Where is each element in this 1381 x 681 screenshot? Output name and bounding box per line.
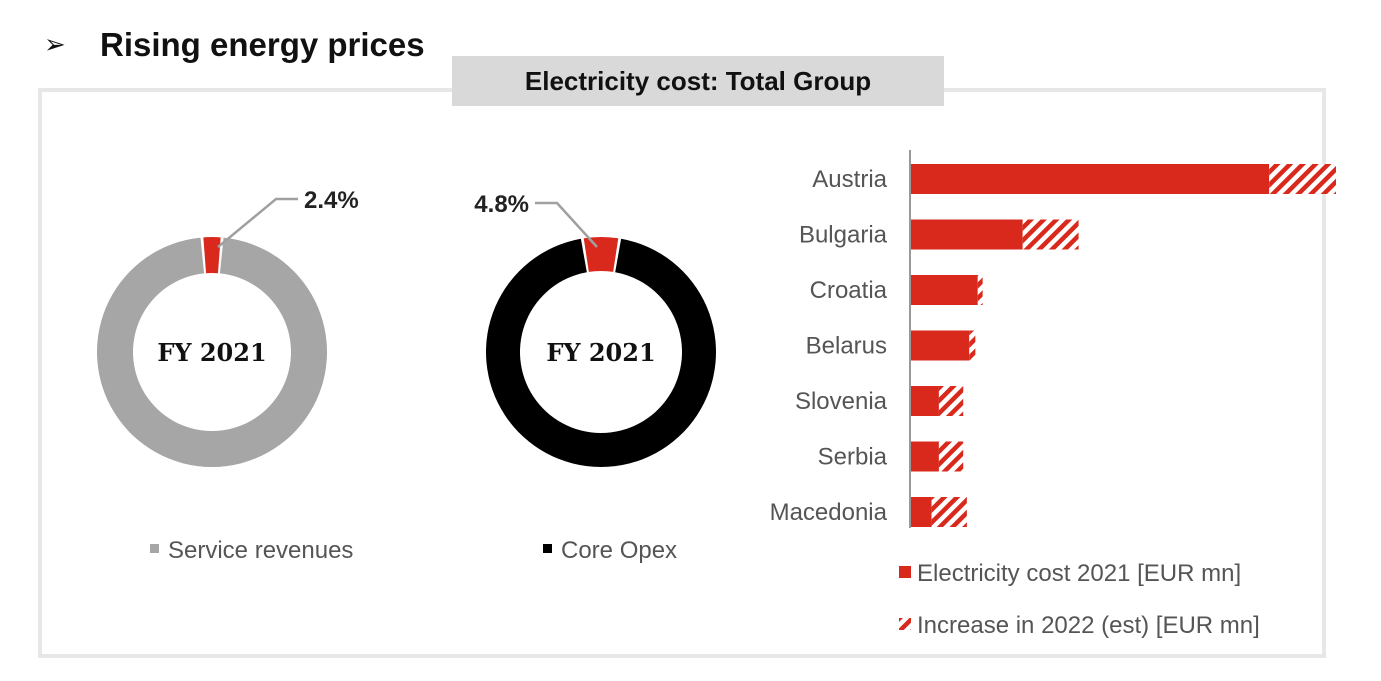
donut-1-highlight-slice <box>203 237 221 274</box>
bar-serbia-increase <box>938 441 964 472</box>
slide-title: Rising energy prices <box>100 26 425 63</box>
category-label-serbia: Serbia <box>818 444 888 471</box>
bullet-arrow-icon: ➢ <box>44 30 66 60</box>
bar-bulgaria-increase <box>1022 219 1079 250</box>
bar-slovenia-2021 <box>911 386 939 416</box>
bar-croatia-increase <box>977 275 983 305</box>
donut-2-legend-swatch <box>543 544 552 553</box>
slide-heading: ➢ Rising energy prices <box>44 22 425 68</box>
donut-2-percent-label: 4.8% <box>474 191 529 218</box>
bar-macedonia-increase <box>931 497 967 527</box>
donut-1-main-slice <box>97 237 327 467</box>
bar-bulgaria-2021 <box>911 219 1023 250</box>
category-label-macedonia: Macedonia <box>770 499 888 526</box>
donut-2-center-label: FY 2021 <box>546 338 655 367</box>
bar-serbia-2021 <box>911 441 939 472</box>
category-label-bulgaria: Bulgaria <box>799 222 888 249</box>
bar-legend-swatch-1 <box>899 566 911 578</box>
bar-belarus-increase <box>969 330 976 361</box>
panel-banner: Electricity cost: Total Group <box>452 56 944 106</box>
donut-1-center-label: FY 2021 <box>157 338 266 367</box>
bar-austria-2021 <box>911 164 1270 194</box>
donut-2-main-slice <box>485 238 716 467</box>
category-label-austria: Austria <box>812 166 887 193</box>
bar-legend-label-1: Electricity cost 2021 [EUR mn] <box>917 560 1241 587</box>
bar-belarus-2021 <box>911 330 970 361</box>
donut-2-leader-line <box>535 201 598 248</box>
donut-2-legend-label: Core Opex <box>561 537 677 564</box>
donut-1-percent-label: 2.4% <box>304 187 359 214</box>
bar-croatia-2021 <box>911 275 978 305</box>
bar-legend-swatch-2 <box>899 618 911 630</box>
bar-legend-label-2: Increase in 2022 (est) [EUR mn] <box>917 612 1260 639</box>
category-label-slovenia: Slovenia <box>795 388 888 415</box>
bar-austria-increase <box>1269 164 1336 194</box>
bar-slovenia-increase <box>938 386 964 416</box>
category-label-belarus: Belarus <box>806 333 887 360</box>
bar-macedonia-2021 <box>911 497 932 527</box>
donut-2-highlight-slice <box>583 237 619 272</box>
donut-1-legend-label: Service revenues <box>168 537 353 564</box>
donut-1-leader-line <box>217 197 298 248</box>
category-label-croatia: Croatia <box>810 277 888 304</box>
donut-1-legend-swatch <box>150 544 159 553</box>
